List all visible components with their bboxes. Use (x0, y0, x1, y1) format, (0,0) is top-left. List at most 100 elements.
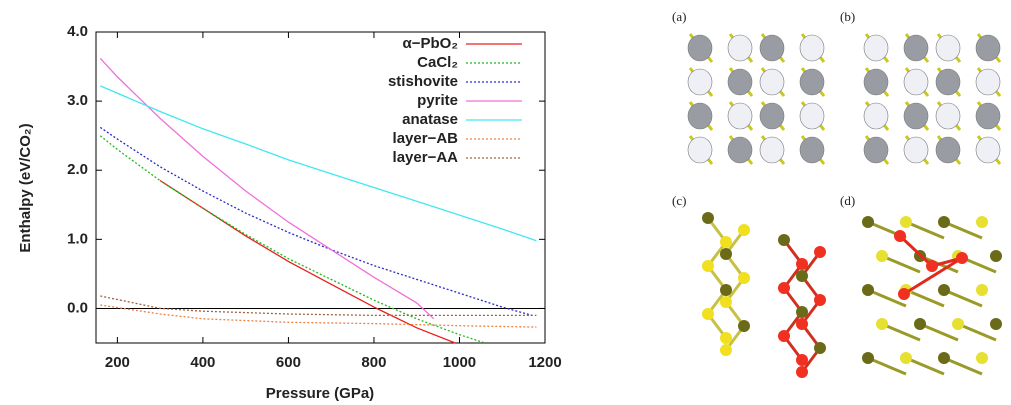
legend-label: CaCl₂ (417, 54, 458, 71)
series-line (99, 57, 435, 320)
atom (976, 284, 988, 296)
legend-label: stishovite (388, 73, 458, 90)
atom (759, 136, 785, 164)
bond (898, 234, 934, 268)
atom (814, 342, 826, 354)
x-tick-label: 600 (276, 354, 301, 371)
atom (814, 246, 826, 258)
atom (976, 352, 988, 364)
x-tick-label: 1200 (528, 354, 561, 371)
atom (687, 34, 713, 62)
atom (863, 102, 889, 130)
x-tick-label: 200 (105, 354, 130, 371)
atom (720, 296, 732, 308)
y-tick-label: 3.0 (67, 92, 88, 109)
bond (903, 256, 963, 296)
atom (990, 318, 1002, 330)
plot-frame (95, 31, 546, 344)
legend-label: pyrite (417, 92, 458, 109)
atom (759, 34, 785, 62)
atom (862, 216, 874, 228)
atom (862, 352, 874, 364)
atom (990, 250, 1002, 262)
atom (720, 236, 732, 248)
atom (926, 260, 938, 272)
atom (935, 136, 961, 164)
atom (799, 68, 825, 96)
atom (975, 102, 1001, 130)
bond (957, 322, 997, 342)
atom (975, 34, 1001, 62)
x-axis-label: Pressure (GPa) (266, 385, 374, 402)
atom (727, 102, 753, 130)
atom (952, 318, 964, 330)
atom (796, 318, 808, 330)
atom (903, 68, 929, 96)
atom (702, 308, 714, 320)
atom (938, 216, 950, 228)
y-axis-label: Enthalpy (eV/CO₂) (17, 123, 34, 252)
atom (702, 212, 714, 224)
bond (905, 288, 945, 308)
bond (905, 220, 945, 240)
legend-label: anatase (402, 111, 458, 128)
atom (900, 352, 912, 364)
atom (903, 34, 929, 62)
panel-label: (b) (840, 9, 855, 24)
atom (796, 354, 808, 366)
y-tick-label: 4.0 (67, 23, 88, 40)
series-line (100, 304, 537, 328)
atom (687, 68, 713, 96)
atom (938, 352, 950, 364)
series-line (99, 126, 533, 317)
atom (727, 68, 753, 96)
atom (975, 136, 1001, 164)
series-line (100, 85, 537, 242)
atom (935, 68, 961, 96)
atom (876, 250, 888, 262)
bond (867, 288, 907, 308)
atom (720, 344, 732, 356)
bond (881, 254, 921, 274)
x-tick-label: 800 (361, 354, 386, 371)
x-tick-label: 400 (190, 354, 215, 371)
atom (903, 136, 929, 164)
atom (976, 216, 988, 228)
atom (863, 136, 889, 164)
atom (975, 68, 1001, 96)
atom (778, 330, 790, 342)
atom (903, 102, 929, 130)
bond (943, 288, 983, 308)
atom (738, 272, 750, 284)
atom (796, 258, 808, 270)
atom (720, 248, 732, 260)
y-tick-label: 0.0 (67, 299, 88, 316)
bond (881, 322, 921, 342)
atom (894, 230, 906, 242)
y-tick-label: 2.0 (67, 161, 88, 178)
structure-images (687, 33, 1002, 378)
bond (905, 356, 945, 376)
atom (863, 34, 889, 62)
atom (687, 102, 713, 130)
atom (796, 366, 808, 378)
atom (900, 216, 912, 228)
atom (863, 68, 889, 96)
bond (919, 322, 959, 342)
atom (935, 102, 961, 130)
panel-label: (a) (672, 9, 686, 24)
atom (778, 282, 790, 294)
bond (867, 356, 907, 376)
atom (876, 318, 888, 330)
atom (778, 234, 790, 246)
atom (956, 252, 968, 264)
atom (814, 294, 826, 306)
series-line (159, 180, 456, 344)
atom (796, 270, 808, 282)
x-tick-label: 1000 (443, 354, 476, 371)
atom (935, 34, 961, 62)
atom (720, 284, 732, 296)
atom (702, 260, 714, 272)
atom (738, 224, 750, 236)
